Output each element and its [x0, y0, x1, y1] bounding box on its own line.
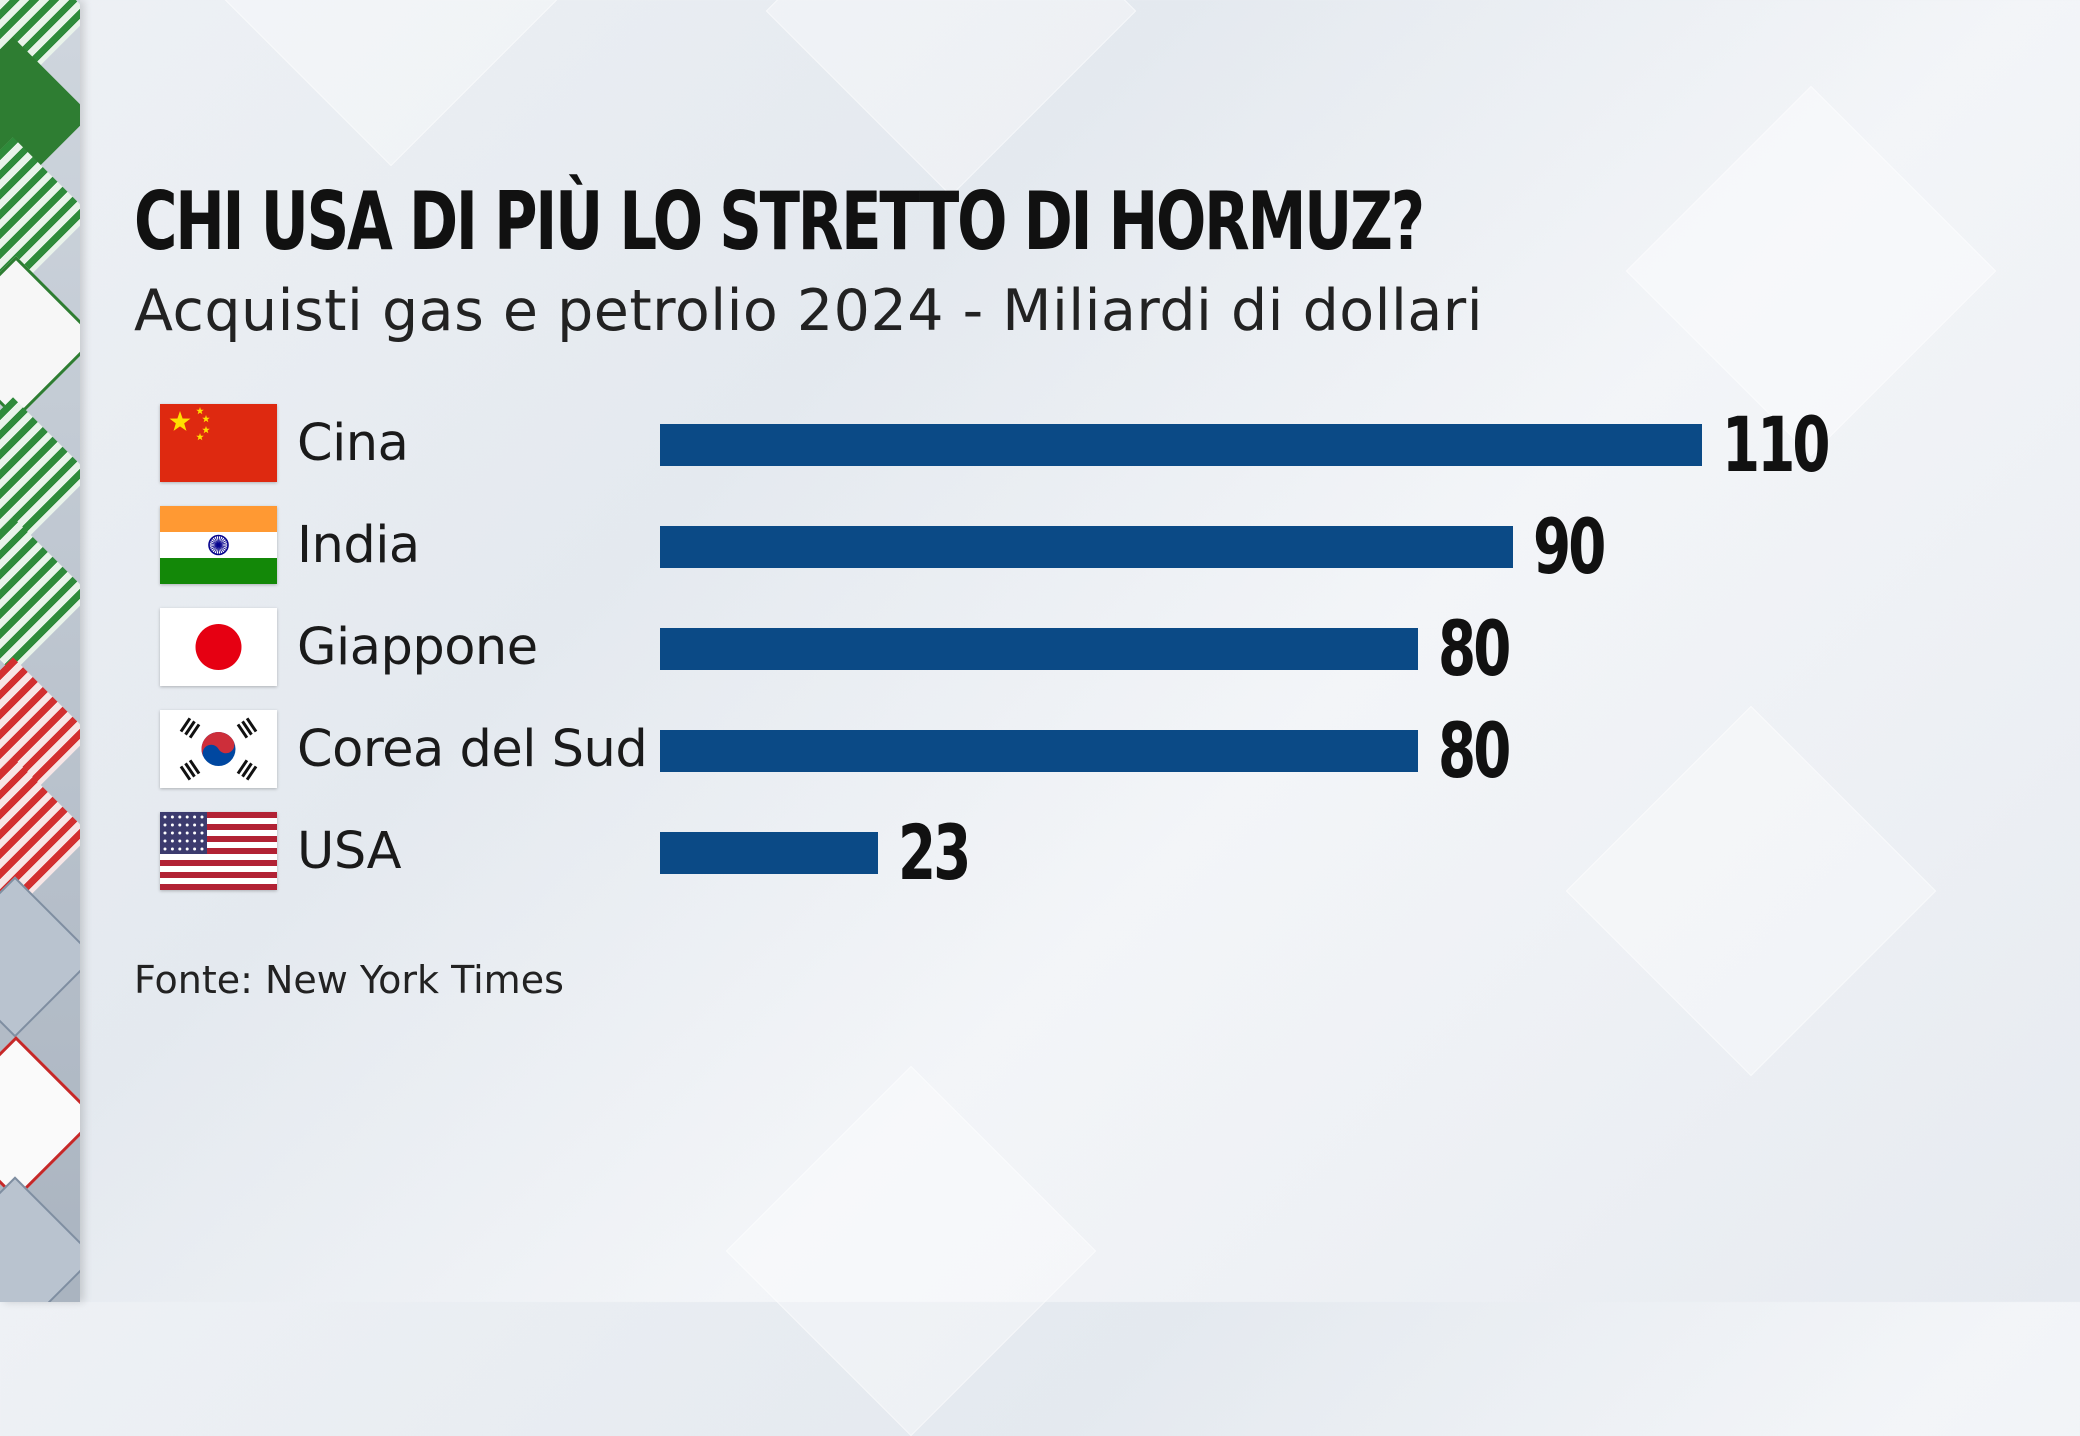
category-label: Corea del Sud [297, 720, 648, 779]
japan-flag-icon [160, 608, 277, 686]
decorative-side-strip [0, 0, 80, 1302]
bar-row: USA 23 [160, 808, 1860, 897]
bar-row: Giappone 80 [160, 604, 1860, 693]
india-flag-icon [160, 506, 277, 584]
category-label: Giappone [297, 618, 538, 677]
value-label: 80 [1438, 604, 1511, 693]
category-label: USA [297, 822, 402, 881]
category-label: India [297, 516, 420, 575]
south-korea-flag-icon [160, 710, 277, 788]
background-diamond [765, 0, 1137, 197]
value-label: 23 [898, 808, 971, 897]
background-diamond [725, 1065, 1097, 1436]
value-label: 80 [1438, 706, 1511, 795]
category-label: Cina [297, 414, 409, 473]
value-label: 110 [1722, 400, 1830, 489]
bar-row: Corea del Sud 80 [160, 706, 1860, 795]
bar [660, 730, 1418, 772]
bar-row: India 90 [160, 502, 1860, 591]
source-note: Fonte: New York Times [134, 958, 564, 1002]
bar [660, 832, 878, 874]
china-flag-icon [160, 404, 277, 482]
bar [660, 424, 1702, 466]
usa-flag-icon [160, 812, 277, 890]
chart-subtitle: Acquisti gas e petrolio 2024 - Miliardi … [134, 278, 1484, 344]
bar [660, 628, 1418, 670]
bar-row: Cina 110 [160, 400, 1860, 489]
bar [660, 526, 1513, 568]
value-label: 90 [1533, 502, 1606, 591]
background-diamond [205, 0, 577, 167]
chart-title: CHI USA DI PIÙ LO STRETTO DI HORMUZ? [134, 175, 1425, 268]
